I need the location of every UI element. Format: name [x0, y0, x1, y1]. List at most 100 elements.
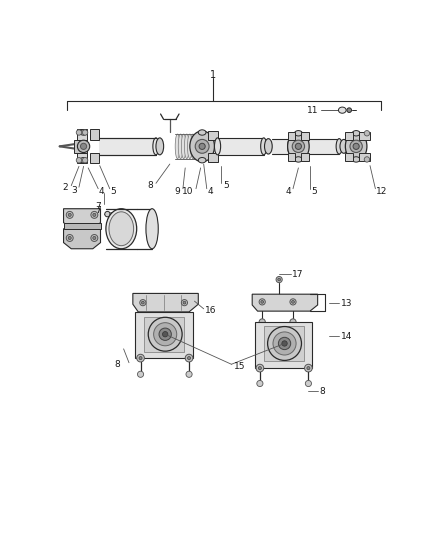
Ellipse shape — [148, 317, 182, 351]
Text: 14: 14 — [341, 332, 352, 341]
Ellipse shape — [109, 212, 134, 246]
Text: 8: 8 — [319, 387, 325, 395]
Ellipse shape — [80, 130, 88, 135]
Ellipse shape — [198, 130, 206, 135]
Ellipse shape — [199, 143, 205, 149]
Ellipse shape — [273, 332, 296, 355]
Ellipse shape — [294, 131, 302, 136]
Ellipse shape — [185, 354, 193, 362]
Text: 7: 7 — [95, 202, 100, 211]
Ellipse shape — [156, 138, 164, 155]
Ellipse shape — [91, 235, 98, 241]
Text: 4: 4 — [208, 187, 213, 196]
Text: 11: 11 — [307, 106, 318, 115]
Polygon shape — [346, 132, 353, 140]
Ellipse shape — [307, 367, 310, 370]
Text: 16: 16 — [205, 306, 217, 315]
Ellipse shape — [80, 158, 88, 163]
Ellipse shape — [279, 337, 291, 350]
Ellipse shape — [162, 332, 168, 337]
Bar — [64, 223, 100, 229]
Ellipse shape — [256, 364, 264, 372]
Ellipse shape — [146, 209, 158, 249]
Polygon shape — [288, 152, 295, 161]
Text: 5: 5 — [223, 181, 229, 190]
Ellipse shape — [138, 371, 144, 377]
Ellipse shape — [259, 299, 265, 305]
Ellipse shape — [141, 301, 144, 304]
Ellipse shape — [350, 140, 362, 152]
Ellipse shape — [190, 131, 215, 161]
Ellipse shape — [290, 299, 296, 305]
Ellipse shape — [186, 371, 192, 377]
Polygon shape — [359, 152, 370, 161]
Ellipse shape — [178, 134, 183, 159]
Text: 7: 7 — [95, 206, 100, 215]
Ellipse shape — [140, 300, 146, 306]
Polygon shape — [64, 229, 100, 249]
Ellipse shape — [66, 212, 73, 219]
Ellipse shape — [295, 143, 301, 149]
Ellipse shape — [76, 130, 81, 135]
Ellipse shape — [66, 235, 73, 241]
Text: 5: 5 — [311, 187, 317, 196]
Polygon shape — [288, 132, 295, 140]
Ellipse shape — [336, 139, 342, 154]
Ellipse shape — [195, 140, 209, 154]
Polygon shape — [64, 209, 100, 229]
Ellipse shape — [352, 157, 360, 162]
Ellipse shape — [347, 108, 352, 112]
Ellipse shape — [265, 139, 272, 154]
Ellipse shape — [364, 131, 370, 136]
Ellipse shape — [352, 131, 360, 136]
Ellipse shape — [159, 328, 171, 341]
Ellipse shape — [340, 140, 348, 154]
Text: 8: 8 — [147, 181, 153, 190]
Ellipse shape — [91, 212, 98, 219]
Ellipse shape — [93, 237, 96, 239]
Ellipse shape — [276, 277, 282, 282]
Ellipse shape — [292, 140, 304, 152]
Text: 8: 8 — [115, 360, 120, 369]
Text: 9: 9 — [175, 187, 180, 196]
Polygon shape — [252, 294, 318, 311]
Polygon shape — [208, 152, 218, 161]
Ellipse shape — [154, 322, 177, 346]
Bar — [264, 326, 304, 361]
Ellipse shape — [68, 213, 71, 216]
Ellipse shape — [82, 158, 88, 163]
Ellipse shape — [184, 134, 189, 159]
Bar — [135, 312, 193, 358]
Ellipse shape — [175, 134, 180, 159]
Ellipse shape — [153, 138, 159, 155]
Ellipse shape — [288, 132, 309, 161]
Text: 10: 10 — [182, 187, 194, 196]
Ellipse shape — [68, 237, 71, 239]
Text: 13: 13 — [341, 299, 352, 308]
Ellipse shape — [282, 341, 287, 346]
Ellipse shape — [364, 157, 370, 162]
Ellipse shape — [257, 381, 263, 386]
Polygon shape — [90, 152, 99, 163]
Bar — [272, 139, 291, 154]
Ellipse shape — [181, 134, 186, 159]
Ellipse shape — [304, 364, 312, 372]
Ellipse shape — [346, 132, 367, 161]
Ellipse shape — [93, 213, 96, 216]
Text: 2: 2 — [63, 183, 68, 192]
Ellipse shape — [215, 138, 221, 155]
Ellipse shape — [353, 143, 359, 149]
Text: 15: 15 — [234, 362, 245, 371]
Ellipse shape — [261, 138, 267, 155]
Ellipse shape — [305, 381, 311, 386]
Ellipse shape — [290, 319, 296, 325]
Ellipse shape — [183, 301, 186, 304]
Polygon shape — [78, 130, 87, 140]
Ellipse shape — [137, 354, 145, 362]
Ellipse shape — [106, 209, 137, 249]
Ellipse shape — [292, 301, 294, 303]
Bar — [309, 139, 339, 154]
Ellipse shape — [78, 140, 90, 152]
Text: 5: 5 — [110, 187, 116, 196]
Bar — [145, 317, 184, 352]
